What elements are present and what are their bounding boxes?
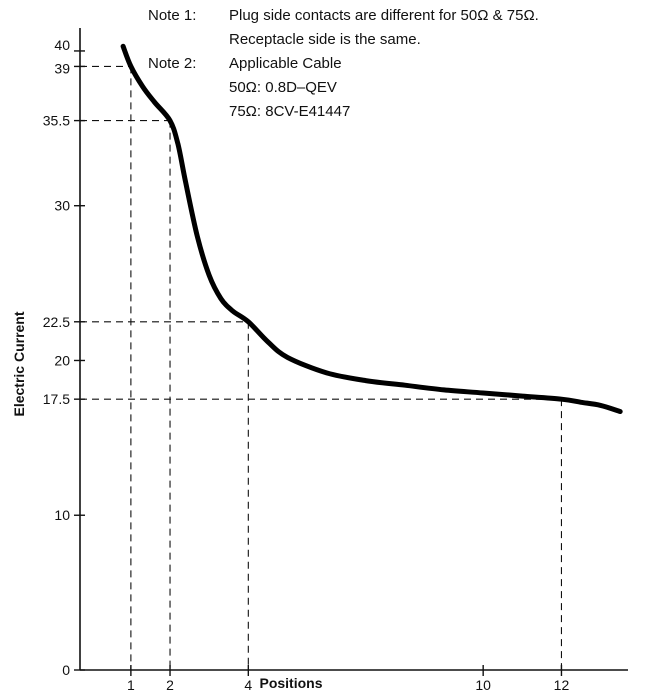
x-tick-label-4: 12	[554, 677, 570, 691]
x-tick-label-0: 1	[127, 677, 135, 691]
y-tick-label-3: 20	[54, 352, 70, 368]
y-axis-title: Electric Current	[11, 311, 27, 416]
note2-line2: 50Ω: 0.8D–QEV	[229, 79, 337, 96]
y-tick-label-0: 0	[62, 662, 70, 678]
x-axis-ticks: 1 2 4 10 12	[127, 665, 570, 693]
y-tick-label-1: 10	[54, 507, 70, 523]
x-tick-label-1: 2	[166, 677, 174, 691]
note2-label: Note 2:	[148, 55, 196, 72]
y-tick-label-8: 40	[54, 37, 70, 53]
y-tick-label-6: 35.5	[43, 113, 70, 129]
x-tick-label-2: 4	[244, 677, 252, 691]
x-axis-title: Positions	[259, 675, 322, 691]
note1-line2: Receptacle side is the same.	[229, 31, 421, 48]
notes-annotation: Note 1: Plug side contacts are different…	[148, 7, 539, 120]
note1-line1: Plug side contacts are different for 50Ω…	[229, 7, 539, 24]
y-tick-label-5: 30	[54, 198, 70, 214]
y-tick-label-4: 22.5	[43, 314, 70, 330]
y-axis-ticks: 0 10 17.5 20 22.5 30 35.5 39 40	[43, 37, 85, 678]
note1-label: Note 1:	[148, 7, 196, 24]
axes	[79, 28, 628, 671]
note2-line1: Applicable Cable	[229, 55, 342, 72]
y-tick-label-2: 17.5	[43, 391, 70, 407]
series-line	[120, 43, 623, 414]
reference-guides	[80, 65, 563, 670]
y-tick-label-7: 39	[54, 60, 70, 76]
x-tick-label-3: 10	[475, 677, 491, 691]
note2-line3: 75Ω: 8CV-E41447	[229, 103, 350, 120]
